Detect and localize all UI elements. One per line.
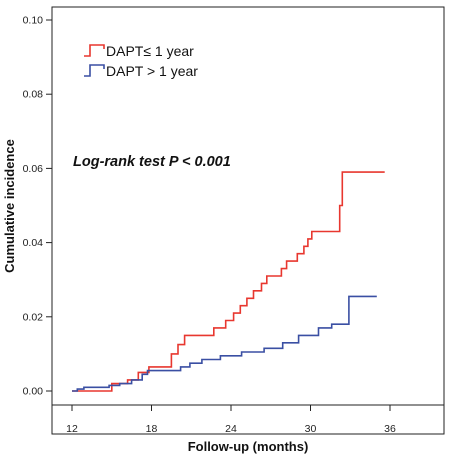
x-tick-label: 36 xyxy=(384,423,396,435)
y-tick-label: 0.04 xyxy=(23,237,44,249)
legend-swatch-dapt-le-1-year xyxy=(84,44,105,57)
y-tick-label: 0.10 xyxy=(23,15,44,27)
x-tick-label: 18 xyxy=(146,423,158,435)
x-axis-ticks: 12 18 24 30 36 xyxy=(66,405,396,435)
x-tick-label: 24 xyxy=(225,423,237,435)
series-line-dapt-gt-1-year xyxy=(72,295,377,392)
y-axis-ticks: 0.00 0.02 0.04 0.06 0.08 0.10 xyxy=(23,15,52,398)
legend-label-dapt-gt-1-year: DAPT > 1 year xyxy=(106,63,198,79)
legend-swatch-dapt-gt-1-year xyxy=(84,64,105,77)
y-tick-label: 0.08 xyxy=(23,89,44,101)
legend-label-dapt-le-1-year: DAPT≤ 1 year xyxy=(106,43,194,59)
x-tick-label: 12 xyxy=(66,423,78,435)
legend: DAPT≤ 1 year DAPT > 1 year xyxy=(84,43,198,79)
y-tick-label: 0.06 xyxy=(23,163,44,175)
x-axis-title: Follow-up (months) xyxy=(188,439,309,454)
y-tick-label: 0.02 xyxy=(23,311,44,323)
x-tick-label: 30 xyxy=(305,423,317,435)
series-line-dapt-le-1-year xyxy=(72,171,385,392)
log-rank-annotation: Log-rank test P < 0.001 xyxy=(73,154,231,170)
series-layer xyxy=(72,171,385,392)
y-axis-title: Cumulative incidence xyxy=(2,139,17,273)
y-tick-label: 0.00 xyxy=(23,386,44,398)
